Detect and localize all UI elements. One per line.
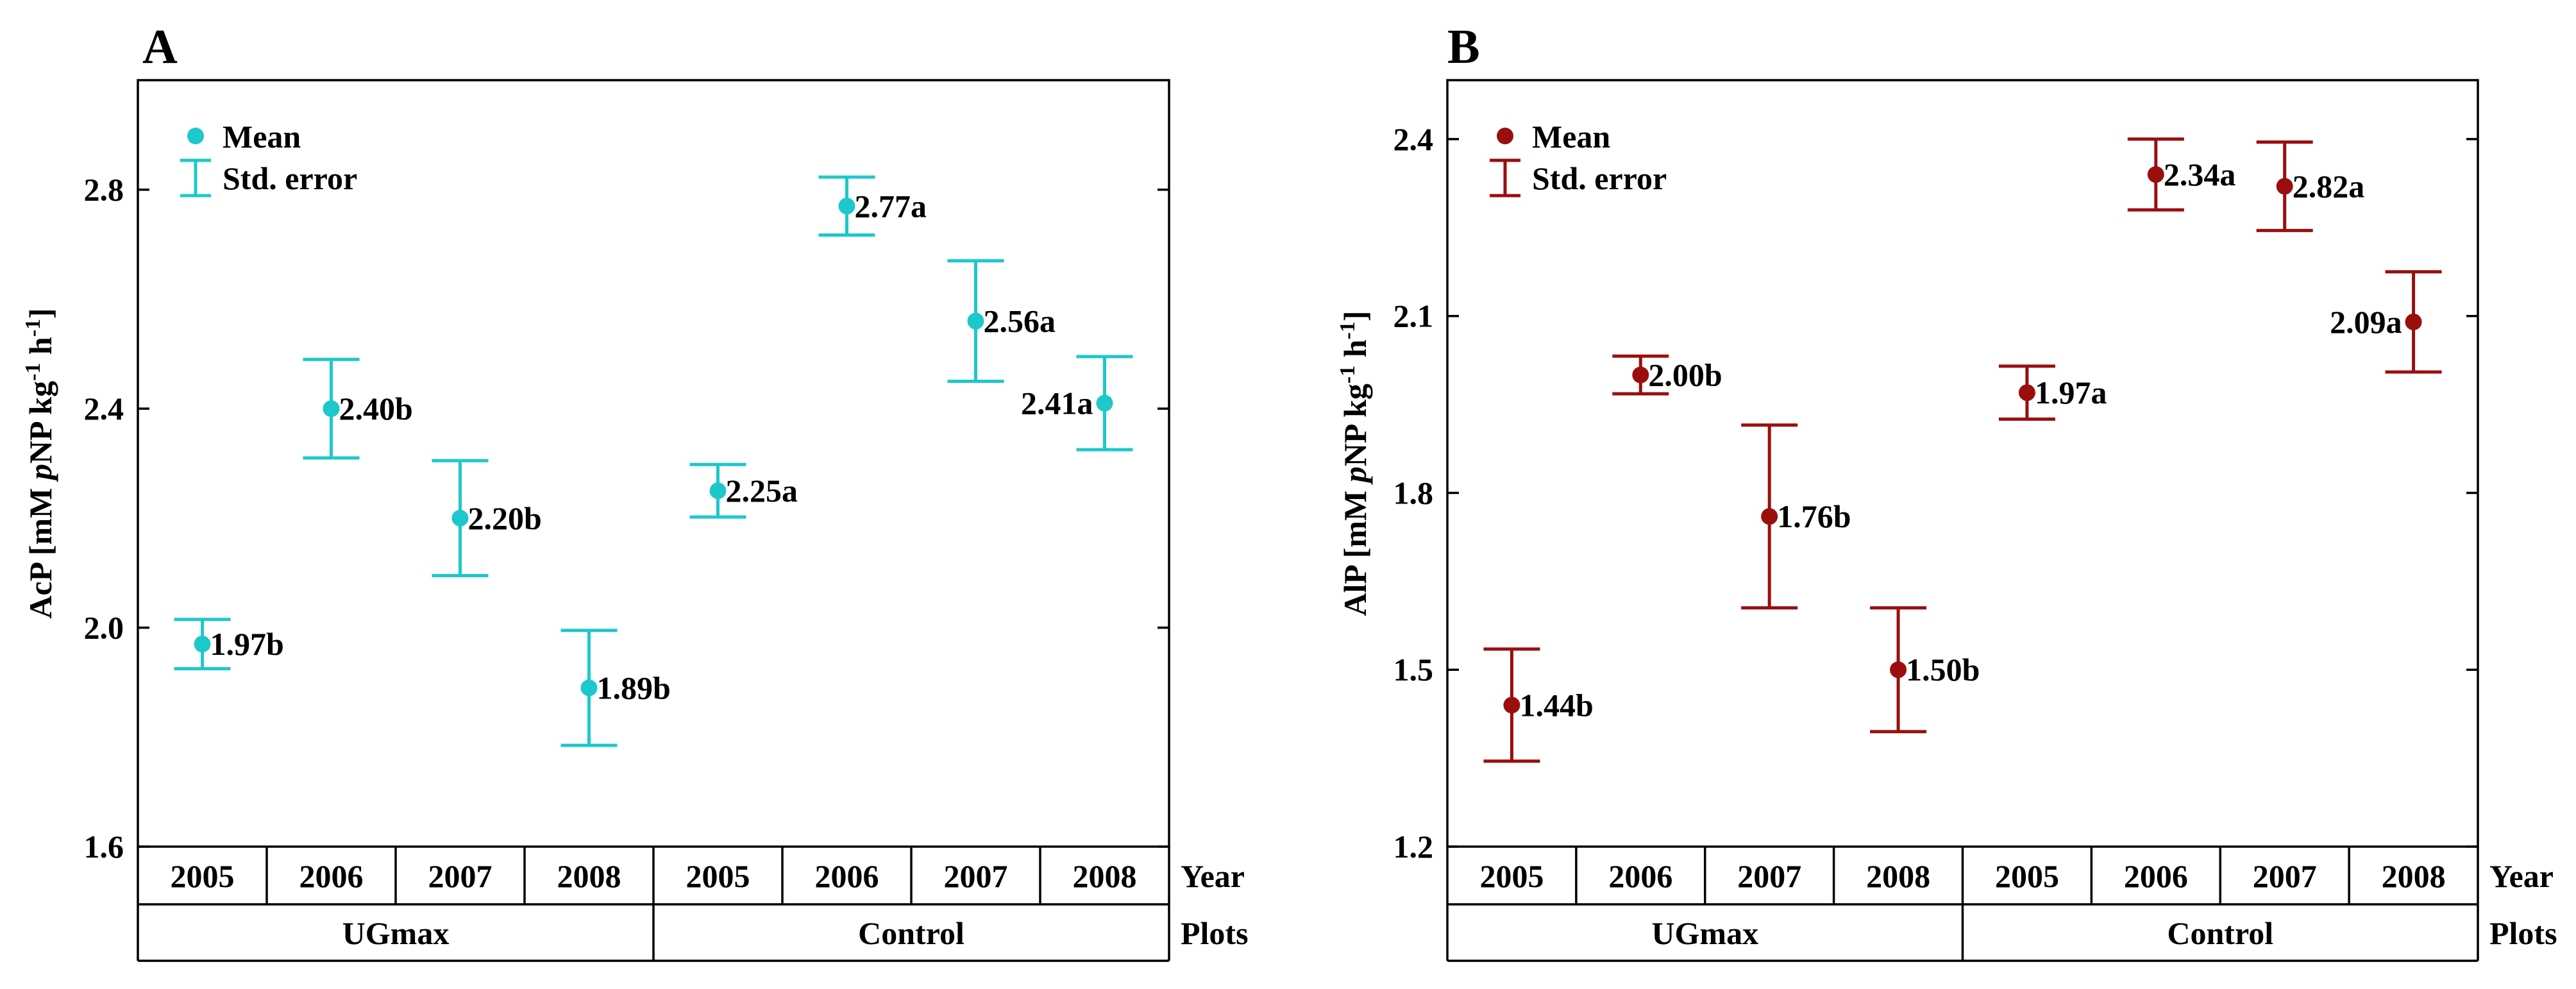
mean-point xyxy=(967,312,984,330)
y-tick-label: 1.8 xyxy=(1393,475,1434,511)
data-label: 1.76b xyxy=(1777,498,1851,534)
plots-group-label: UGmax xyxy=(1651,915,1758,951)
y-axis-label-part: ] xyxy=(1337,310,1373,321)
year-label: 2006 xyxy=(1608,858,1672,894)
year-label: 2007 xyxy=(2253,858,2317,894)
y-axis-label-part: h xyxy=(22,337,58,363)
legend-error-label: Std. error xyxy=(223,160,357,196)
mean-point xyxy=(2018,384,2035,402)
year-label: 2006 xyxy=(299,858,364,894)
mean-point xyxy=(323,400,340,418)
y-axis-label-part: -1 xyxy=(1336,321,1360,339)
data-label: 2.20b xyxy=(468,500,542,536)
y-axis-label-part: NP kg xyxy=(22,381,58,464)
data-label: 2.40b xyxy=(339,391,413,427)
y-tick-label: 2.1 xyxy=(1393,298,1434,334)
legend-error-label: Std. error xyxy=(1532,160,1667,196)
mean-point xyxy=(580,679,598,697)
year-label: 2005 xyxy=(1995,858,2059,894)
year-label: 2005 xyxy=(1479,858,1544,894)
y-tick-label: 1.5 xyxy=(1393,652,1434,688)
data-label: 2.41a xyxy=(1021,385,1093,421)
year-label: 2007 xyxy=(944,858,1008,894)
legend-mean-label: Mean xyxy=(223,119,301,155)
data-label: 1.97a xyxy=(2035,375,2107,410)
y-tick-label: 2.8 xyxy=(84,172,124,208)
y-axis-label-part: p xyxy=(22,464,58,482)
mean-point xyxy=(451,509,469,527)
mean-point xyxy=(1761,508,1778,525)
y-tick-label: 1.6 xyxy=(84,829,124,865)
y-axis-label-part: -1 xyxy=(1336,366,1360,384)
mean-point xyxy=(838,198,855,215)
year-label: 2005 xyxy=(171,858,235,894)
data-label: 2.82a xyxy=(2293,168,2365,204)
mean-point xyxy=(2147,166,2164,183)
y-axis-label: AcP [mM pNP kg-1 h-1] xyxy=(21,308,58,618)
data-label: 1.97b xyxy=(210,626,284,662)
mean-point xyxy=(1632,366,1649,384)
plots-group-label: UGmax xyxy=(342,915,450,951)
plots-row-title: Plots xyxy=(1181,915,1249,951)
plots-group-label: Control xyxy=(858,915,964,951)
data-label: 1.50b xyxy=(1906,652,1980,688)
data-label: 1.89b xyxy=(597,670,671,706)
mean-point xyxy=(1096,394,1113,412)
panel-letter: B xyxy=(1447,20,1480,74)
data-label: 2.34a xyxy=(2164,156,2236,192)
y-axis-label-part: ] xyxy=(22,308,58,319)
year-row-title: Year xyxy=(1181,858,1245,894)
data-label: 2.77a xyxy=(855,188,927,224)
year-label: 2005 xyxy=(686,858,750,894)
data-label: 2.25a xyxy=(726,473,798,509)
year-label: 2008 xyxy=(557,858,621,894)
mean-point xyxy=(1503,697,1520,714)
mean-point xyxy=(709,482,727,500)
plots-row-title: Plots xyxy=(2489,915,2557,951)
legend-mean-marker xyxy=(1497,128,1513,144)
mean-point xyxy=(2405,313,2422,330)
year-row-title: Year xyxy=(2489,858,2554,894)
legend-mean-label: Mean xyxy=(1532,119,1610,155)
y-axis-label-part: -1 xyxy=(21,363,45,381)
year-label: 2008 xyxy=(1073,858,1137,894)
mean-point xyxy=(1890,661,1907,679)
year-label: 2006 xyxy=(2124,858,2188,894)
y-axis-label-part: -1 xyxy=(21,319,45,337)
year-label: 2008 xyxy=(1866,858,1930,894)
year-label: 2006 xyxy=(815,858,879,894)
y-tick-label: 2.0 xyxy=(84,610,124,646)
year-label: 2007 xyxy=(1737,858,1801,894)
y-tick-label: 2.4 xyxy=(1393,121,1434,157)
y-axis-label-part: NP kg xyxy=(1337,384,1373,466)
y-tick-label: 2.4 xyxy=(84,391,124,427)
y-axis-label-part: h xyxy=(1337,339,1373,366)
year-label: 2008 xyxy=(2382,858,2446,894)
legend-mean-marker xyxy=(187,128,204,144)
y-axis-label-part: p xyxy=(1337,466,1373,485)
y-axis-label-part: AcP [mM xyxy=(22,480,58,619)
data-label: 1.44b xyxy=(1519,687,1593,723)
data-label: 2.09a xyxy=(2330,304,2402,340)
mean-point xyxy=(194,636,211,653)
data-label: 2.56a xyxy=(984,303,1056,339)
y-tick-label: 1.2 xyxy=(1393,829,1434,865)
y-axis-label: AlP [mM pNP kg-1 h-1] xyxy=(1336,310,1373,616)
panel-letter: A xyxy=(142,20,178,74)
year-label: 2007 xyxy=(428,858,492,894)
plots-group-label: Control xyxy=(2167,915,2273,951)
y-axis-label-part: AlP [mM xyxy=(1337,482,1373,616)
mean-point xyxy=(2276,178,2293,195)
data-label: 2.00b xyxy=(1648,357,1722,393)
